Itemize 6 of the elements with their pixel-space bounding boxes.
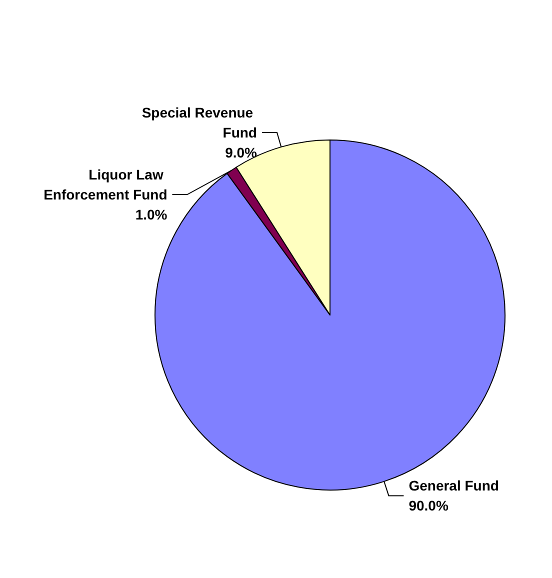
data-label: 9.0% [225, 144, 258, 161]
slice-label: General Fund [408, 478, 499, 494]
data-label: 90.0% [408, 498, 449, 514]
slice-label: Special Revenue Fund [142, 104, 257, 141]
slice-label: Liquor Law Enforcement Fund [44, 166, 168, 203]
data-label: 1.0% [135, 206, 168, 223]
